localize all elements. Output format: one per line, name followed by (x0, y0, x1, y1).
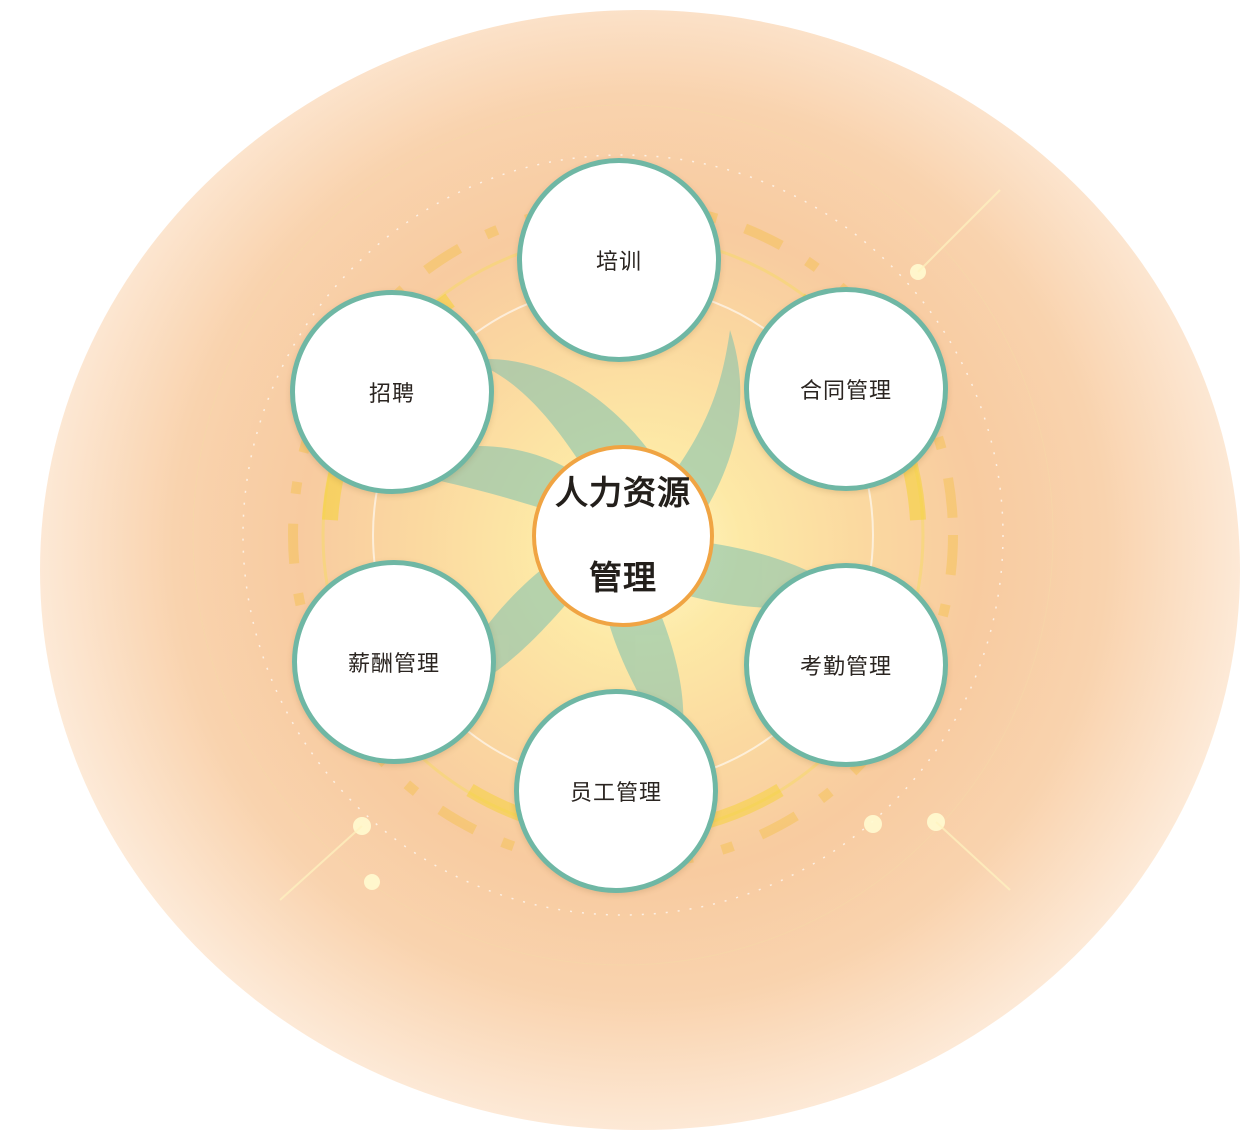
glow-dot (864, 815, 882, 833)
module-attendance-management-label: 考勤管理 (799, 655, 892, 680)
circuit-line (917, 189, 1001, 273)
center-title: 人力资源 管理 (548, 429, 698, 643)
center-title-line1: 人力资源 (555, 472, 691, 512)
module-employee-management-label: 员工管理 (569, 781, 662, 806)
circuit-line (279, 825, 363, 901)
center-title-line2: 管理 (589, 558, 657, 598)
module-salary-management: 薪酬管理 (292, 560, 496, 764)
module-attendance-management: 考勤管理 (744, 563, 948, 767)
module-recruitment-label: 招聘 (368, 382, 415, 407)
module-recruitment: 招聘 (290, 290, 494, 494)
circuit-line (935, 821, 1011, 891)
module-training: 培训 (517, 158, 721, 362)
ring-faint (192, 104, 1054, 966)
module-salary-management-label: 薪酬管理 (347, 652, 440, 677)
center-hub: 人力资源 管理 (532, 445, 714, 627)
glow-dot (364, 874, 380, 890)
module-contract-management: 合同管理 (744, 287, 948, 491)
module-employee-management: 员工管理 (514, 689, 718, 893)
module-contract-management-label: 合同管理 (799, 379, 892, 404)
module-training-label: 培训 (595, 250, 642, 275)
ring-dotted (242, 154, 1004, 916)
